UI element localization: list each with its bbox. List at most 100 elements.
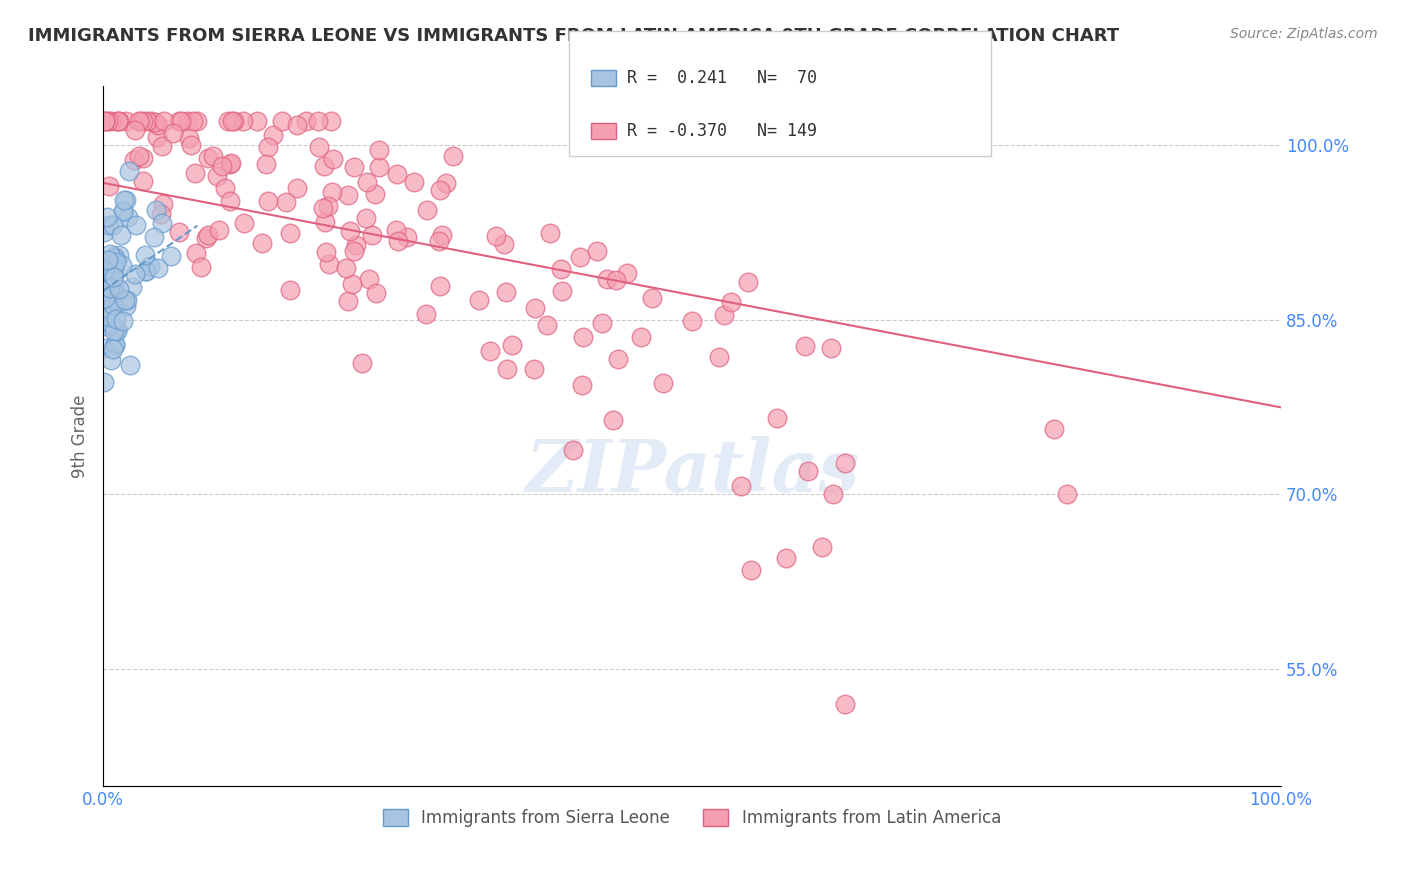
Point	[129, 114, 152, 128]
Point	[105, 311, 128, 326]
Point	[128, 149, 150, 163]
Point	[270, 114, 292, 128]
Point	[112, 314, 135, 328]
Point	[146, 118, 169, 132]
Point	[492, 237, 515, 252]
Point	[108, 248, 131, 262]
Point	[246, 114, 269, 128]
Point	[104, 251, 127, 265]
Point	[257, 140, 280, 154]
Point	[278, 283, 301, 297]
Point	[524, 301, 547, 315]
Point	[94, 114, 117, 128]
Point	[211, 159, 233, 173]
Point	[114, 114, 136, 128]
Point	[122, 153, 145, 167]
Point	[108, 282, 131, 296]
Point	[485, 228, 508, 243]
Point	[775, 551, 797, 566]
Point	[810, 540, 832, 554]
Point	[384, 222, 406, 236]
Point	[314, 215, 336, 229]
Point	[103, 288, 125, 302]
Point	[395, 230, 418, 244]
Point	[110, 227, 132, 242]
Point	[205, 169, 228, 184]
Point	[134, 263, 156, 277]
Point	[367, 160, 389, 174]
Point	[730, 479, 752, 493]
Point	[415, 307, 437, 321]
Point	[571, 377, 593, 392]
Y-axis label: 9th Grade: 9th Grade	[72, 394, 89, 478]
Point	[184, 246, 207, 260]
Point	[97, 252, 120, 267]
Point	[314, 159, 336, 173]
Point	[135, 264, 157, 278]
Point	[586, 244, 609, 259]
Point	[111, 204, 134, 219]
Point	[356, 175, 378, 189]
Point	[103, 260, 125, 275]
Point	[98, 178, 121, 193]
Point	[720, 294, 742, 309]
Point	[145, 203, 167, 218]
Point	[793, 339, 815, 353]
Point	[93, 284, 115, 298]
Point	[523, 362, 546, 376]
Point	[100, 268, 122, 283]
Point	[350, 356, 373, 370]
Point	[101, 298, 124, 312]
Legend: Immigrants from Sierra Leone, Immigrants from Latin America: Immigrants from Sierra Leone, Immigrants…	[377, 802, 1008, 833]
Point	[359, 271, 381, 285]
Point	[150, 216, 173, 230]
Point	[159, 250, 181, 264]
Point	[224, 114, 246, 128]
Point	[681, 314, 703, 328]
Point	[356, 211, 378, 226]
Point	[114, 299, 136, 313]
Point	[343, 160, 366, 174]
Point	[429, 183, 451, 197]
Point	[100, 286, 122, 301]
Point	[344, 238, 367, 252]
Point	[177, 130, 200, 145]
Point	[141, 114, 163, 128]
Point	[276, 194, 298, 209]
Point	[217, 114, 239, 128]
Point	[834, 456, 856, 470]
Point	[478, 344, 501, 359]
Point	[115, 293, 138, 307]
Point	[103, 252, 125, 266]
Point	[602, 413, 624, 427]
Point	[124, 267, 146, 281]
Point	[146, 261, 169, 276]
Point	[197, 227, 219, 242]
Point	[495, 285, 517, 299]
Point	[441, 149, 464, 163]
Point	[104, 286, 127, 301]
Point	[202, 148, 225, 162]
Point	[131, 114, 153, 128]
Point	[197, 151, 219, 165]
Point	[112, 193, 135, 207]
Point	[364, 285, 387, 300]
Point	[616, 266, 638, 280]
Point	[107, 114, 129, 128]
Point	[104, 337, 127, 351]
Point	[429, 278, 451, 293]
Point	[571, 330, 593, 344]
Point	[1056, 487, 1078, 501]
Point	[94, 318, 117, 333]
Point	[103, 324, 125, 338]
Point	[233, 216, 256, 230]
Point	[107, 114, 129, 128]
Point	[143, 115, 166, 129]
Point	[550, 262, 572, 277]
Point	[125, 218, 148, 232]
Point	[221, 114, 243, 128]
Point	[820, 342, 842, 356]
Point	[97, 114, 120, 128]
Point	[416, 202, 439, 217]
Point	[340, 277, 363, 292]
